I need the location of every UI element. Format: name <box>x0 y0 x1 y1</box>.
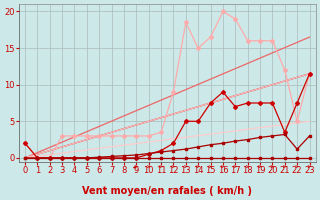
X-axis label: Vent moyen/en rafales ( km/h ): Vent moyen/en rafales ( km/h ) <box>82 186 252 196</box>
